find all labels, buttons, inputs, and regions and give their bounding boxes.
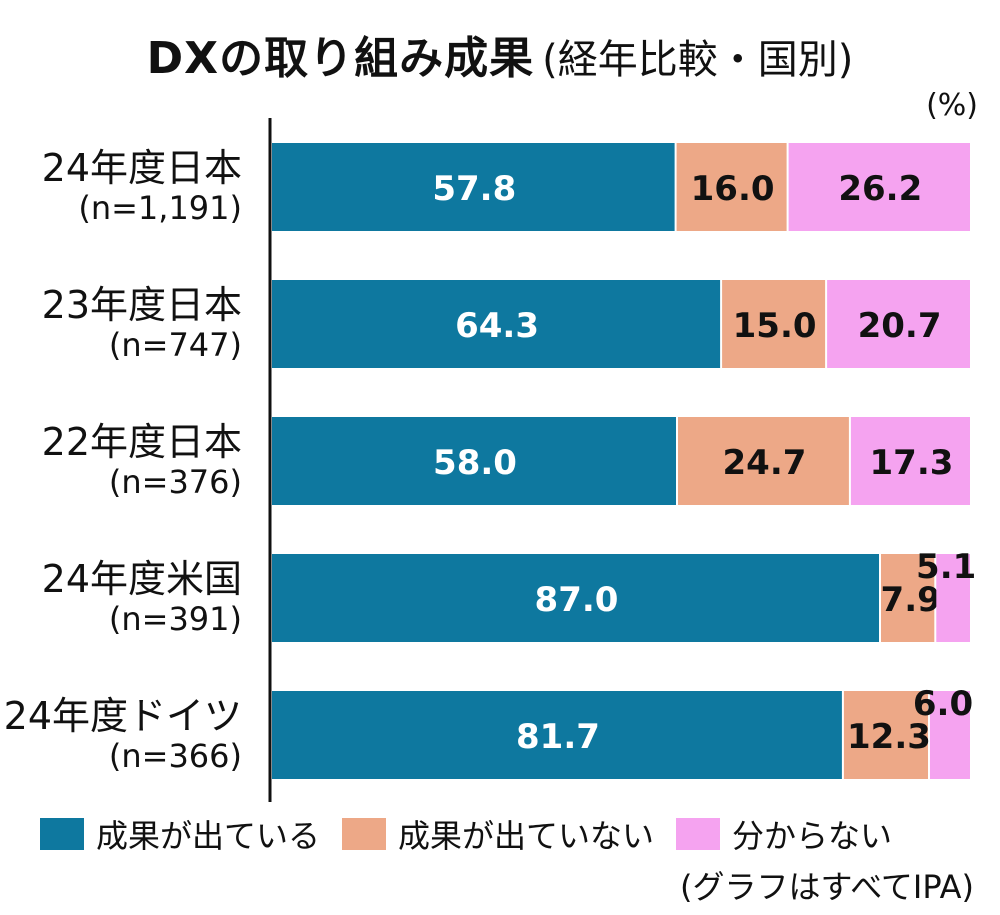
category-n-label: (n=376) — [109, 463, 242, 501]
legend: 成果が出ている 成果が出ていない 分からない — [40, 812, 990, 856]
bar-segment — [272, 417, 676, 505]
legend-swatch-not-achieved — [342, 818, 387, 850]
data-label: 64.3 — [455, 306, 539, 346]
data-label: 26.2 — [838, 169, 922, 209]
chart-subtitle: (経年比較・国別) — [542, 37, 854, 83]
bar-segment — [678, 417, 849, 505]
bar-segment — [272, 554, 879, 642]
category-label: 23年度日本 — [42, 283, 242, 327]
bar-segment — [850, 417, 970, 505]
chart-title-block: DXの取り組み成果 (経年比較・国別) — [0, 22, 1000, 86]
legend-item-unknown: 分からない — [676, 811, 892, 857]
data-label: 12.3 — [847, 717, 931, 757]
category-label: 24年度米国 — [42, 557, 242, 601]
chart-title: DXの取り組み成果 — [146, 33, 535, 84]
bar-segment — [827, 280, 970, 368]
legend-item-achieved: 成果が出ている — [40, 811, 320, 857]
legend-label-unknown: 分からない — [732, 817, 893, 855]
data-label: 20.7 — [858, 306, 942, 346]
category-label: 24年度日本 — [42, 146, 242, 190]
bar-segment — [722, 280, 826, 368]
data-label: 24.7 — [723, 443, 807, 483]
data-label: 15.0 — [733, 306, 817, 346]
unit-label: (%) — [926, 88, 978, 123]
category-n-label: (n=1,191) — [78, 189, 242, 227]
bar-segment — [881, 554, 935, 642]
data-label: 17.3 — [870, 443, 954, 483]
category-label: 24年度ドイツ — [4, 694, 242, 738]
data-label: 16.0 — [691, 169, 775, 209]
bar-segment — [272, 280, 721, 368]
legend-item-not-achieved: 成果が出ていない — [342, 811, 654, 857]
bar-segment — [843, 691, 928, 779]
data-label: 81.7 — [516, 717, 600, 757]
bar-segment — [676, 143, 787, 231]
legend-swatch-unknown — [676, 818, 721, 850]
legend-label-not-achieved: 成果が出ていない — [398, 817, 655, 855]
data-label: 57.8 — [432, 169, 516, 209]
bar-segment — [788, 143, 970, 231]
bar-segment — [272, 143, 675, 231]
legend-swatch-achieved — [40, 818, 84, 850]
category-n-label: (n=366) — [109, 737, 242, 775]
source-note: (グラフはすべてIPA) — [679, 868, 974, 906]
category-n-label: (n=747) — [109, 326, 242, 364]
legend-label-achieved: 成果が出ている — [96, 817, 321, 855]
data-label: 6.0 — [913, 684, 973, 724]
bar-segment — [936, 554, 970, 642]
data-label: 7.9 — [881, 580, 941, 620]
bar-segment — [930, 691, 970, 779]
category-n-label: (n=391) — [109, 600, 242, 638]
category-label: 22年度日本 — [42, 420, 242, 464]
data-label: 5.1 — [916, 547, 976, 587]
data-label: 58.0 — [433, 443, 517, 483]
bar-segment — [272, 691, 842, 779]
data-label: 87.0 — [535, 580, 619, 620]
